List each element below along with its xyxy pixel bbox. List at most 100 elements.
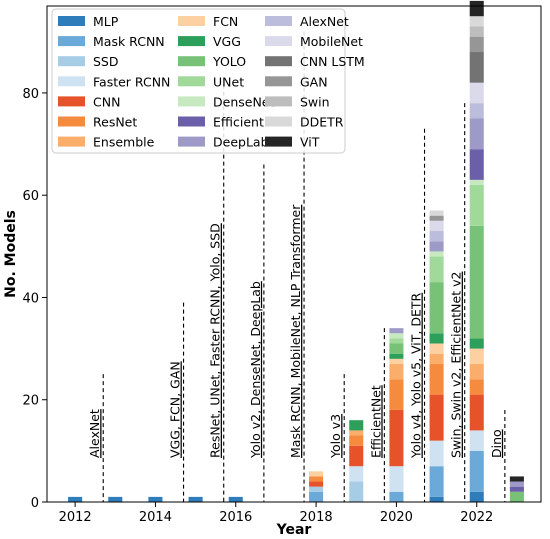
- bar-segment: [349, 481, 364, 502]
- legend-swatch: [58, 96, 85, 107]
- legend-label: VGG: [213, 34, 241, 49]
- bar-segment: [509, 481, 524, 487]
- legend-label: Faster RCNN: [93, 74, 170, 89]
- bar-segment: [469, 348, 484, 364]
- legend-swatch: [178, 56, 205, 67]
- legend-swatch: [265, 56, 292, 67]
- bar-segment: [389, 328, 404, 334]
- legend-swatch: [265, 16, 292, 26]
- bar-segment: [349, 420, 364, 431]
- bar-segment: [469, 430, 484, 451]
- legend-label: UNet: [213, 74, 244, 89]
- bar-segment: [469, 36, 484, 53]
- legend-label: Swin: [300, 94, 330, 109]
- y-tick-label: 80: [22, 87, 39, 102]
- bar-segment: [429, 282, 444, 334]
- annotation-label: AlexNet: [87, 409, 102, 458]
- bar-segment: [389, 409, 404, 467]
- legend-swatch: [265, 76, 292, 87]
- y-tick-label: 40: [22, 291, 39, 306]
- bar-segment: [429, 466, 444, 497]
- legend-label: CNN LSTM: [300, 54, 365, 69]
- legend-label: DenseNet: [213, 94, 274, 109]
- bar-segment: [429, 440, 444, 467]
- annotation-label: EfficientNet: [368, 385, 383, 458]
- bar-segment: [469, 491, 484, 502]
- bar-segment: [429, 210, 444, 216]
- legend-swatch: [58, 116, 85, 127]
- bar-segment: [349, 466, 364, 482]
- bar-segment: [389, 343, 404, 354]
- bar-segment: [509, 486, 524, 492]
- bar-segment: [509, 491, 524, 502]
- x-tick-label: 2020: [380, 510, 413, 525]
- bar-segment: [469, 450, 484, 492]
- legend-label: Ensemble: [93, 135, 155, 150]
- annotation-label: Swin, Swin v2, EfficientNet v2: [449, 272, 464, 458]
- legend-label: DeepLab: [213, 135, 269, 150]
- legend-swatch: [178, 76, 205, 87]
- legend-swatch: [265, 116, 292, 127]
- bar-segment: [469, 103, 484, 119]
- legend-swatch: [178, 96, 205, 107]
- bar-segment: [429, 363, 444, 395]
- legend-label: DDETR: [300, 115, 344, 130]
- bar-segment: [469, 338, 484, 349]
- bar-segment: [389, 363, 404, 380]
- bar-segment: [309, 471, 324, 477]
- legend-label: ResNet: [93, 115, 137, 130]
- bar-segment: [469, 179, 484, 185]
- bar-segment: [469, 16, 484, 27]
- bar-segment: [389, 379, 404, 410]
- bar-segment: [429, 230, 444, 242]
- bar-segment: [469, 118, 484, 150]
- bar-segment: [389, 353, 404, 359]
- bar-segment: [309, 476, 324, 482]
- legend-label: YOLO: [212, 54, 246, 69]
- bar-segment: [389, 338, 404, 344]
- bar-segment: [188, 496, 203, 502]
- bar-segment: [429, 215, 444, 221]
- legend-label: Mask RCNN: [93, 34, 165, 49]
- legend-swatch: [58, 16, 85, 26]
- annotation-label: Yolo v2, DenseNet, DeepLab: [248, 281, 263, 459]
- plot-frame: [46, 5, 542, 503]
- legend-label: MLP: [93, 14, 119, 29]
- legend-label: AlexNet: [300, 14, 349, 29]
- bar-segment: [429, 353, 444, 364]
- bar-segment: [349, 445, 364, 467]
- bar-segment: [68, 496, 83, 502]
- bar-segment: [469, 363, 484, 380]
- legend-label: FCN: [213, 14, 238, 29]
- annotation-label: Yolo v3: [328, 414, 343, 459]
- y-tick-label: 60: [22, 189, 39, 204]
- y-tick-label: 0: [31, 496, 39, 511]
- bar-segment: [389, 333, 404, 339]
- legend-swatch: [58, 36, 85, 47]
- legend-swatch: [178, 136, 205, 147]
- bar-segment: [429, 241, 444, 252]
- x-tick-label: 2016: [219, 510, 252, 525]
- legend-label: ViT: [300, 135, 320, 150]
- bar-segment: [309, 486, 324, 492]
- bar-segment: [429, 251, 444, 257]
- annotation-label: ResNet, UNet, Faster RCNN, Yolo, SSD: [208, 223, 223, 458]
- bar-segment: [389, 358, 404, 364]
- bar-segment: [429, 394, 444, 441]
- legend-label: GAN: [300, 74, 328, 89]
- x-axis-title: Year: [276, 522, 312, 538]
- bar-segment: [309, 491, 324, 502]
- legend-swatch: [58, 56, 85, 67]
- bar-segment: [469, 52, 484, 83]
- x-tick-label: 2022: [460, 510, 493, 525]
- bar-segment: [469, 82, 484, 104]
- legend-swatch: [178, 36, 205, 47]
- annotation-label: Dino: [489, 429, 504, 458]
- legend-swatch: [58, 136, 85, 147]
- bar-segment: [349, 435, 364, 446]
- y-axis-title: No. Models: [3, 210, 19, 298]
- annotation-label: Mask RCNN, MobileNet, NLP Transformer: [288, 204, 303, 458]
- x-tick-label: 2014: [139, 510, 172, 525]
- bar-segment: [469, 184, 484, 226]
